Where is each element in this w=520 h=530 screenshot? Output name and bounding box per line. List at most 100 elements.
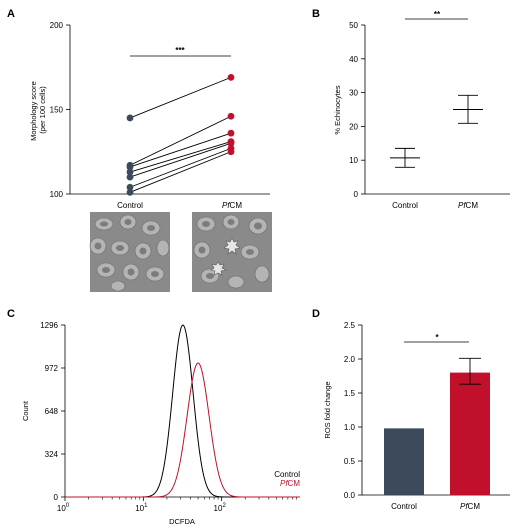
d-xtick-pfcm-rest: CM: [468, 502, 481, 511]
micrograph-pfcm: [192, 212, 272, 292]
panel-a-label: A: [7, 8, 15, 20]
c-legend-pfcm-rest: CM: [288, 479, 301, 488]
a-pair-line: [129, 142, 232, 178]
d-bar-pfcm: [450, 372, 490, 495]
c-ytick-label: 0: [54, 493, 59, 502]
c-ylabel: Count: [21, 400, 30, 421]
c-legend-pfcm: PfCM: [280, 479, 300, 488]
c-ytick-label: 648: [45, 407, 59, 416]
rbc: [227, 275, 245, 289]
d-xtick-control: Control: [391, 502, 417, 511]
b-xtick-pfcm: PfCM: [458, 201, 478, 210]
d-bars: [384, 357, 490, 495]
rbc-center: [94, 242, 102, 250]
d-ticks: 0.0 0.5 1.0 1.5 2.0 2.5: [344, 321, 362, 500]
a-pair-line: [129, 151, 232, 193]
c-xtick-exp: 1: [144, 503, 148, 509]
d-ytick-label: 2.0: [344, 355, 356, 364]
a-pair-line: [129, 141, 232, 173]
a-ylabel: Morphology score (per 100 cells): [29, 79, 47, 141]
echinocyte: [223, 237, 241, 255]
d-ytick-label: 2.5: [344, 321, 356, 330]
rbc-center: [198, 246, 206, 254]
rbc-center: [100, 221, 108, 227]
panel-c-label: C: [7, 308, 15, 320]
b-ylabel: % Echinocytes: [333, 85, 342, 134]
c-curve-control: [65, 324, 300, 498]
a-xtick-pfcm-rest: CM: [230, 201, 243, 210]
a-ytick-label: 150: [50, 106, 64, 115]
c-legend-control: Control: [274, 470, 300, 479]
c-curve-pfcm: [65, 362, 300, 498]
c-xlabel: DCFDA: [169, 517, 195, 526]
rbc-center: [151, 271, 159, 277]
a-pair-line: [129, 147, 232, 188]
rbc-center: [227, 219, 235, 225]
b-ytick-label: 50: [349, 21, 358, 30]
panel-d-chart: ROS fold change 0.0 0.5 1.0 1.5 2.0 2.5 * Con…: [323, 321, 510, 511]
a-ytick-label: 100: [50, 190, 64, 199]
a-xtick-pfcm: PfCM: [222, 201, 242, 210]
d-ytick-label: 1.0: [344, 423, 356, 432]
c-xtick-base: 10: [214, 504, 223, 513]
d-ylabel: ROS fold change: [323, 381, 332, 438]
c-xtick-label: 100: [57, 503, 70, 513]
c-ytick-label: 324: [45, 450, 59, 459]
a-point-pfcm: [227, 129, 235, 137]
rbc-center: [254, 222, 262, 230]
d-xtick-pfcm-italic: Pf: [460, 502, 468, 511]
a-points: [126, 73, 235, 196]
c-xtick-base: 10: [57, 504, 66, 513]
a-point-pfcm: [227, 73, 235, 81]
a-significance: ***: [175, 46, 185, 55]
a-pair-line: [129, 115, 232, 166]
a-point-control: [126, 163, 134, 171]
c-curves: [65, 324, 300, 498]
panel-b-label: B: [312, 8, 320, 20]
b-significance: **: [434, 10, 441, 19]
a-ytick-label: 200: [50, 21, 64, 30]
a-point-control: [126, 173, 134, 181]
rbc-center: [102, 267, 110, 273]
a-point-pfcm: [227, 148, 235, 156]
rbc-center: [116, 245, 124, 251]
b-xtick-control: Control: [392, 201, 418, 210]
b-xtick-pfcm-italic: Pf: [458, 201, 466, 210]
c-xtick-exp: 2: [222, 503, 226, 509]
panel-d-label: D: [312, 308, 320, 320]
d-significance: *: [435, 333, 439, 342]
c-xtick-base: 10: [135, 504, 144, 513]
a-pair-lines: [129, 76, 232, 193]
a-point-pfcm: [227, 139, 235, 147]
rbc-center: [147, 225, 155, 231]
a-xtick-control: Control: [117, 201, 143, 210]
rbc-center: [124, 219, 132, 225]
c-xtick-label: 101: [135, 503, 148, 513]
d-xtick-pfcm: PfCM: [460, 502, 480, 511]
rbc: [110, 280, 126, 292]
echinocyte: [210, 261, 227, 276]
panel-a-chart: Morphology score (per 100 cells) 100 150 2…: [29, 21, 272, 292]
a-point-pfcm: [227, 112, 235, 120]
b-ytick-label: 30: [349, 89, 358, 98]
a-ylabel-line1: Morphology score: [29, 81, 38, 141]
b-ytick-label: 20: [349, 122, 358, 131]
b-ticks: 0 10 20 30 40 50: [349, 21, 365, 199]
a-point-control: [126, 183, 134, 191]
a-pair-line: [129, 132, 232, 168]
c-xtick-label: 102: [214, 503, 227, 513]
a-point-control: [126, 168, 134, 176]
d-ytick-label: 0.5: [344, 457, 356, 466]
rbc-center: [127, 268, 135, 276]
rbc-center: [202, 221, 210, 227]
b-xtick-pfcm-rest: CM: [466, 201, 479, 210]
panel-b-chart: % Echinocytes 0 10 20 30 40 50 ** Control PfC…: [333, 10, 510, 210]
d-ytick-label: 0.0: [344, 491, 356, 500]
rbc: [156, 239, 170, 257]
b-marks: [390, 94, 483, 168]
rbc-center: [246, 249, 254, 255]
b-ytick-label: 40: [349, 55, 358, 64]
